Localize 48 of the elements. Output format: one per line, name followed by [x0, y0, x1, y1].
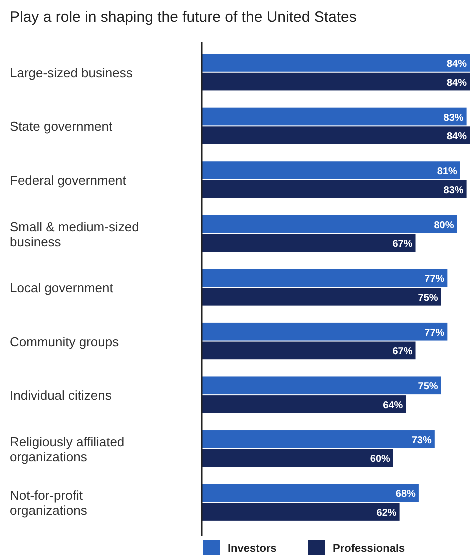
- legend-label: Professionals: [333, 542, 406, 555]
- bar: [202, 215, 458, 234]
- bar: [202, 72, 470, 91]
- bar: [202, 503, 400, 521]
- data-label: 84%: [446, 132, 468, 143]
- y-tick-label: Not-for-profit organizations: [10, 488, 88, 518]
- data-label: 75%: [418, 292, 438, 304]
- y-tick-label: Religiously affiliated organizations: [10, 434, 125, 464]
- data-label: 75%: [418, 382, 438, 393]
- bar: [202, 376, 442, 395]
- bar: [202, 54, 470, 72]
- y-tick-label: Small & medium-sized business: [10, 219, 140, 250]
- chart-title: Play a role in shaping the future of the United States: [10, 9, 357, 26]
- bar: [202, 430, 435, 448]
- data-label: 81%: [437, 166, 458, 178]
- data-label: 73%: [412, 435, 432, 446]
- bar: [202, 342, 416, 360]
- y-tick-label: Large-sized business: [10, 65, 134, 80]
- bar: [202, 449, 394, 468]
- data-label: 80%: [434, 220, 454, 232]
- bar: [202, 126, 470, 144]
- bar: [202, 322, 448, 341]
- data-label: 67%: [392, 239, 413, 250]
- y-tick-label: Local government: [10, 280, 114, 296]
- data-label: 60%: [370, 454, 391, 466]
- y-tick-label: State government: [10, 119, 114, 134]
- y-tick-label: Community groups: [10, 334, 120, 350]
- data-label: 83%: [444, 185, 464, 196]
- bar: [202, 162, 460, 180]
- data-label: 64%: [383, 400, 404, 412]
- data-label: 62%: [376, 508, 397, 520]
- bar: [202, 269, 448, 287]
- bar: [202, 396, 406, 414]
- y-tick-label: Individual citizens: [10, 388, 112, 404]
- legend-label: Investors: [228, 542, 277, 555]
- data-label: 77%: [424, 328, 445, 339]
- data-label: 77%: [424, 274, 445, 286]
- data-label: 83%: [444, 112, 464, 124]
- bar: [202, 108, 467, 126]
- data-label: 84%: [446, 78, 468, 89]
- bar: [202, 288, 442, 306]
- y-tick-label: Federal government: [10, 172, 127, 188]
- bar: [202, 180, 467, 198]
- bar: [202, 484, 419, 502]
- data-label: 67%: [392, 346, 413, 358]
- data-label: 84%: [446, 58, 468, 70]
- data-label: 68%: [396, 489, 416, 500]
- bar: [202, 234, 416, 252]
